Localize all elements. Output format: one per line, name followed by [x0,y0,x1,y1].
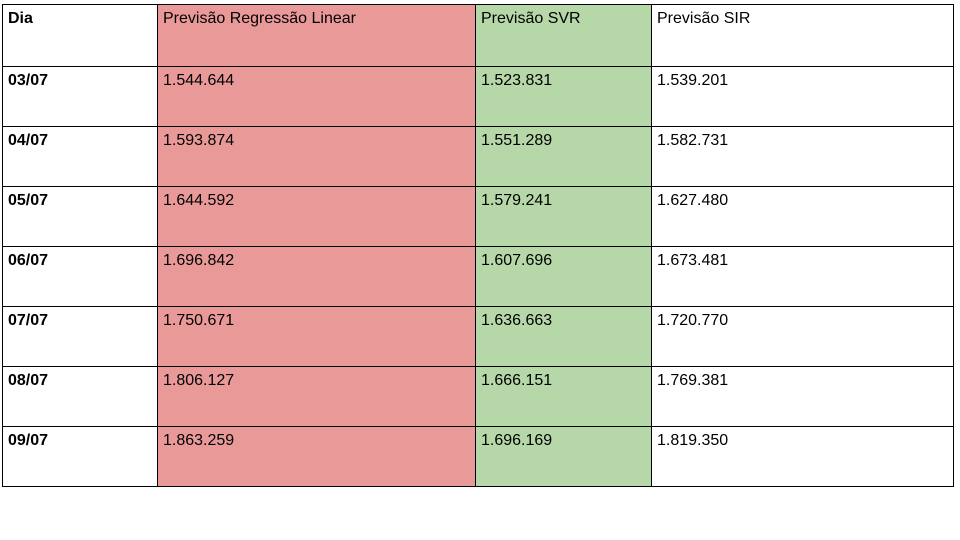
linear-regression-cell: 1.544.644 [157,66,476,127]
sir-cell: 1.819.350 [651,426,954,487]
sir-cell: 1.673.481 [651,246,954,307]
header-linear-regression: Previsão Regressão Linear [157,4,476,67]
sir-cell: 1.627.480 [651,186,954,247]
svr-cell: 1.551.289 [475,126,652,187]
sir-cell: 1.769.381 [651,366,954,427]
forecast-table-body: Dia Previsão Regressão Linear Previsão S… [2,4,954,487]
linear-regression-cell: 1.750.671 [157,306,476,367]
day-cell: 04/07 [2,126,158,187]
header-svr: Previsão SVR [475,4,652,67]
forecast-table: Dia Previsão Regressão Linear Previsão S… [2,4,954,487]
sir-cell: 1.582.731 [651,126,954,187]
svr-cell: 1.579.241 [475,186,652,247]
header-day: Dia [2,4,158,67]
linear-regression-cell: 1.593.874 [157,126,476,187]
table-row: 07/07 1.750.671 1.636.663 1.720.770 [2,306,954,367]
svr-cell: 1.696.169 [475,426,652,487]
header-row: Dia Previsão Regressão Linear Previsão S… [2,4,954,67]
table-row: 08/07 1.806.127 1.666.151 1.769.381 [2,366,954,427]
linear-regression-cell: 1.863.259 [157,426,476,487]
linear-regression-cell: 1.806.127 [157,366,476,427]
table-row: 09/07 1.863.259 1.696.169 1.819.350 [2,426,954,487]
sir-cell: 1.539.201 [651,66,954,127]
svr-cell: 1.523.831 [475,66,652,127]
table-row: 03/07 1.544.644 1.523.831 1.539.201 [2,66,954,127]
day-cell: 03/07 [2,66,158,127]
svr-cell: 1.666.151 [475,366,652,427]
day-cell: 07/07 [2,306,158,367]
table-row: 06/07 1.696.842 1.607.696 1.673.481 [2,246,954,307]
svr-cell: 1.607.696 [475,246,652,307]
day-cell: 09/07 [2,426,158,487]
linear-regression-cell: 1.696.842 [157,246,476,307]
header-sir: Previsão SIR [651,4,954,67]
sir-cell: 1.720.770 [651,306,954,367]
day-cell: 08/07 [2,366,158,427]
day-cell: 06/07 [2,246,158,307]
day-cell: 05/07 [2,186,158,247]
svr-cell: 1.636.663 [475,306,652,367]
table-row: 04/07 1.593.874 1.551.289 1.582.731 [2,126,954,187]
table-row: 05/07 1.644.592 1.579.241 1.627.480 [2,186,954,247]
linear-regression-cell: 1.644.592 [157,186,476,247]
